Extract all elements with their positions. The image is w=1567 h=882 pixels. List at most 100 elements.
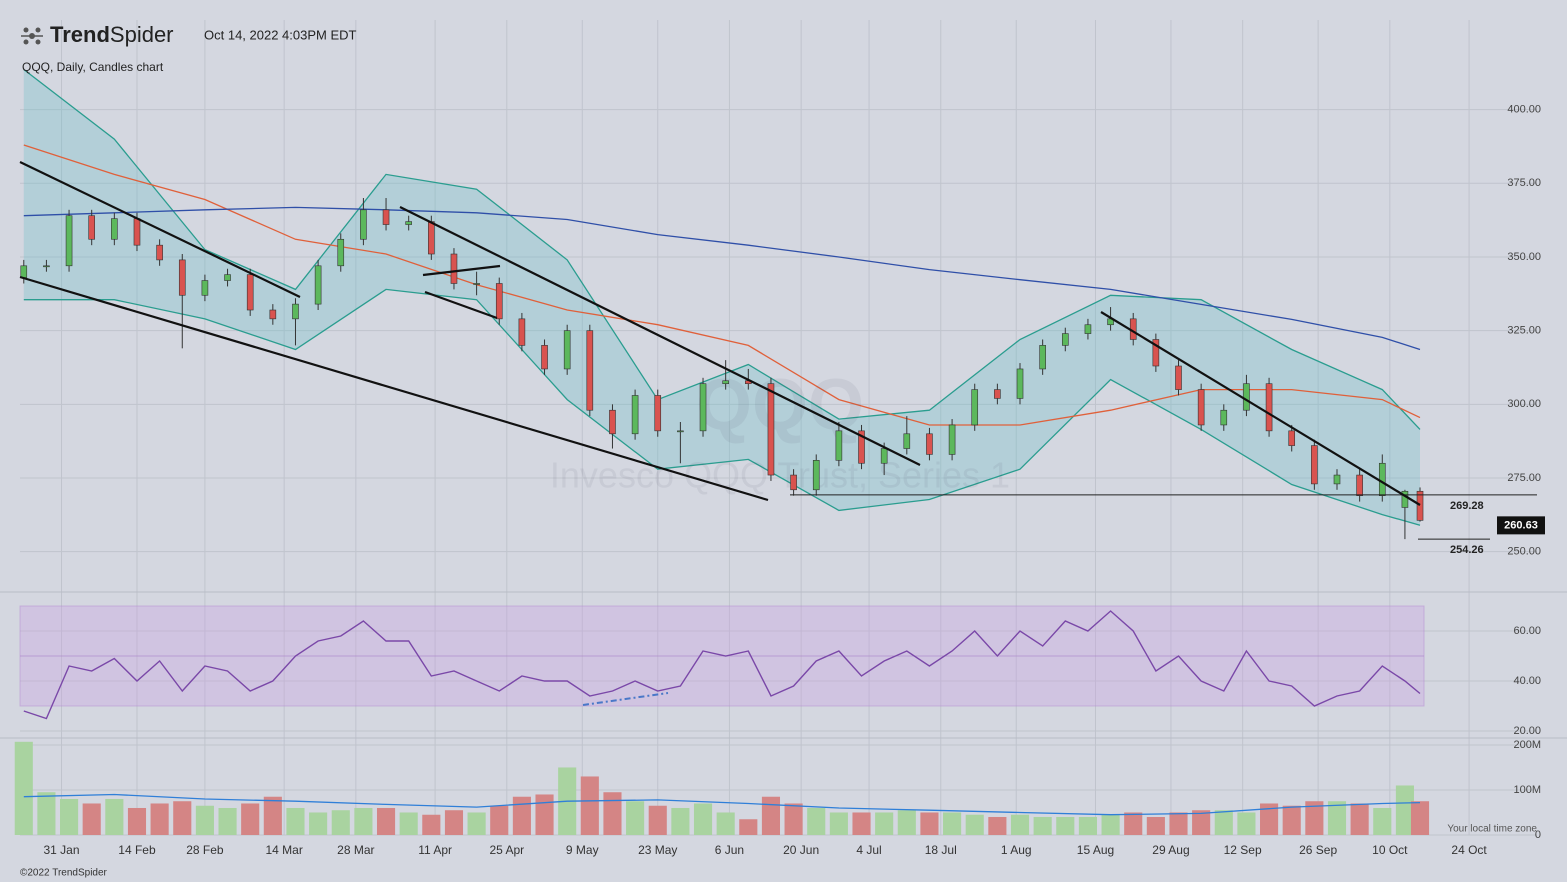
volume-bar bbox=[1305, 801, 1324, 835]
trend-line bbox=[399, 206, 921, 466]
volume-average bbox=[23, 793, 1421, 816]
trend-line bbox=[1100, 311, 1421, 506]
logo-dot bbox=[23, 39, 29, 45]
grid-layer bbox=[20, 20, 1537, 836]
volume-bar bbox=[467, 812, 486, 835]
volume-bar bbox=[82, 803, 101, 835]
candle-body bbox=[269, 309, 277, 320]
candle-body bbox=[654, 395, 662, 432]
y-tick-label: 40.00 bbox=[1513, 675, 1541, 687]
volume-bar bbox=[875, 812, 894, 835]
candle-body bbox=[586, 330, 594, 411]
candle-body bbox=[767, 383, 775, 476]
x-tick-label: 9 May bbox=[566, 843, 599, 857]
candle-body bbox=[337, 238, 345, 267]
volume-bar bbox=[195, 805, 214, 835]
volume-bar bbox=[1327, 801, 1347, 835]
x-tick-label: 11 Apr bbox=[418, 843, 452, 857]
candle-body bbox=[1152, 339, 1160, 367]
volume-bar bbox=[286, 807, 305, 835]
y-tick-label: 350.00 bbox=[1507, 251, 1541, 263]
volume-bar bbox=[965, 814, 984, 835]
volume-bar bbox=[1192, 810, 1211, 835]
level-label: 269.28 bbox=[1450, 500, 1484, 512]
candle-body bbox=[677, 430, 684, 433]
y-tick-label: 60.00 bbox=[1513, 625, 1541, 637]
volume-bar bbox=[14, 741, 33, 835]
x-tick-label: 12 Sep bbox=[1224, 843, 1262, 857]
y-tick-label: 400.00 bbox=[1507, 104, 1541, 116]
last-price-label: 260.63 bbox=[1504, 519, 1538, 531]
volume-bar bbox=[580, 776, 599, 835]
volume-bar bbox=[761, 796, 781, 835]
y-tick-label: 100M bbox=[1513, 784, 1541, 796]
y-tick-label: 325.00 bbox=[1507, 325, 1541, 337]
candle-body bbox=[224, 274, 231, 281]
volume-bar bbox=[648, 805, 667, 835]
candle-body bbox=[971, 389, 979, 426]
band-line bbox=[23, 68, 1421, 430]
logo-dot bbox=[23, 27, 29, 33]
x-tick-label: 10 Oct bbox=[1372, 843, 1408, 857]
volume-bar bbox=[897, 810, 916, 835]
trend-lines bbox=[19, 161, 1421, 706]
trend-line bbox=[19, 161, 301, 298]
candle-body bbox=[450, 253, 458, 284]
volume-bar bbox=[784, 803, 803, 835]
trend-line bbox=[424, 290, 498, 320]
candle-body bbox=[858, 430, 865, 464]
volume-bar bbox=[1282, 805, 1301, 835]
candle-body bbox=[699, 383, 707, 432]
candle-body bbox=[88, 215, 95, 240]
trend-line bbox=[19, 275, 769, 502]
volume-bar bbox=[218, 807, 237, 835]
volume-bar bbox=[1078, 816, 1097, 835]
volume-bar bbox=[1214, 810, 1233, 835]
candle-body bbox=[473, 283, 480, 285]
candle-body bbox=[1356, 474, 1363, 496]
candle-body bbox=[43, 265, 50, 268]
candle-body bbox=[1061, 333, 1069, 346]
volume-bar bbox=[422, 814, 441, 835]
volume-bar bbox=[1169, 812, 1188, 835]
rsi-trend-line bbox=[582, 692, 669, 706]
candle-body bbox=[1378, 462, 1386, 496]
brand-light: Spider bbox=[110, 22, 174, 47]
volume-bar bbox=[920, 812, 939, 835]
volume-bar bbox=[37, 792, 56, 835]
candle-body bbox=[382, 209, 390, 225]
candle-body bbox=[563, 330, 571, 370]
logo bbox=[21, 27, 43, 45]
x-tick-label: 29 Aug bbox=[1152, 843, 1189, 857]
candle-body bbox=[518, 318, 526, 346]
rsi-line bbox=[23, 610, 1421, 720]
x-tick-label: 25 Apr bbox=[489, 843, 524, 857]
volume-bar bbox=[535, 794, 554, 835]
y-tick-label: 275.00 bbox=[1507, 472, 1541, 484]
watermark: Invesco QQQ Trust, Series 1 bbox=[550, 455, 1010, 496]
volume-bar bbox=[829, 812, 848, 835]
volume-bar bbox=[1101, 814, 1120, 835]
volume-bar bbox=[444, 810, 464, 835]
x-tick-label: 28 Feb bbox=[186, 843, 224, 857]
candle-body bbox=[1243, 383, 1250, 411]
volume-bar bbox=[399, 812, 418, 835]
y-tick-label: 0 bbox=[1535, 829, 1541, 841]
x-tick-label: 14 Feb bbox=[118, 843, 156, 857]
candle-body bbox=[201, 280, 209, 296]
volume-bar bbox=[1260, 803, 1279, 835]
timezone-note: Your local time zone bbox=[1447, 824, 1537, 835]
volume-bar bbox=[60, 798, 79, 835]
volume-bar bbox=[1056, 816, 1075, 835]
candle-body bbox=[133, 218, 141, 246]
volume-bar bbox=[603, 792, 622, 835]
candle-body bbox=[360, 209, 367, 240]
candle-body bbox=[1333, 474, 1341, 485]
symbol-line: QQQ, Daily, Candles chart bbox=[22, 60, 164, 74]
volume-bar bbox=[807, 807, 826, 835]
volume-bar bbox=[127, 807, 147, 835]
x-tick-label: 15 Aug bbox=[1077, 843, 1114, 857]
candle-body bbox=[926, 433, 933, 455]
band-fill bbox=[23, 69, 1421, 526]
